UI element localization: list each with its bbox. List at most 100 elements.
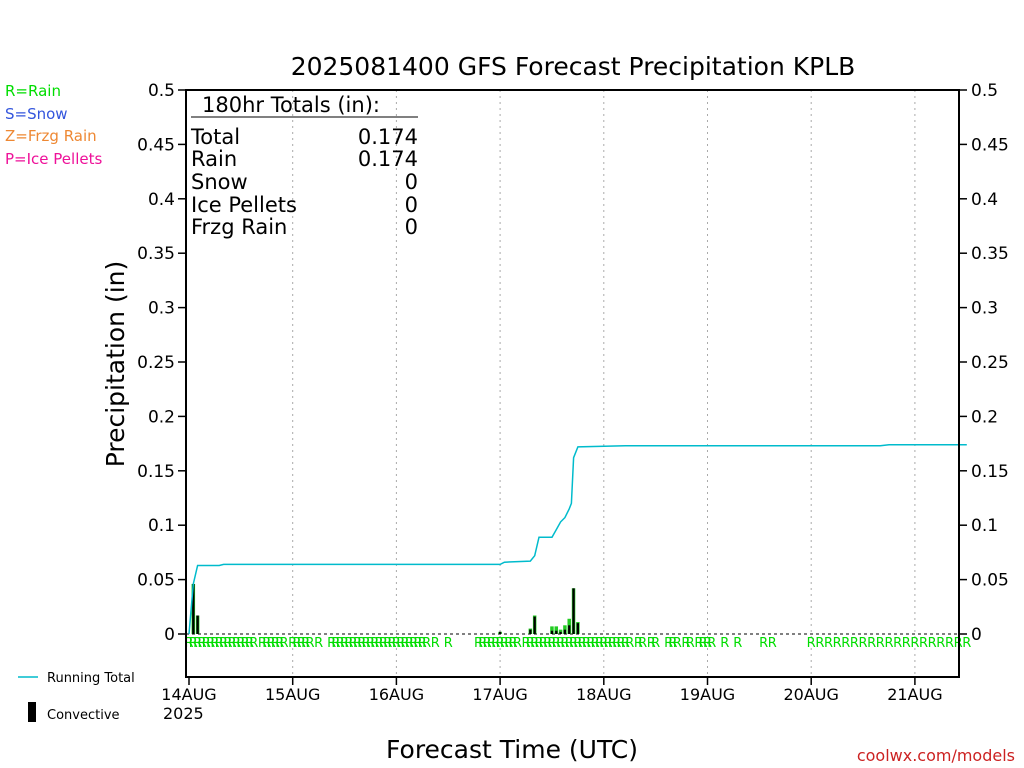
x-tick-label-16aug: 16AUG bbox=[369, 685, 424, 704]
y-tick-label-right: 0.25 bbox=[971, 353, 1009, 373]
x-tick-label-14aug: 14AUG bbox=[161, 685, 216, 704]
precip-type-marker: R bbox=[305, 636, 314, 651]
y-tick-label-left: 0.5 bbox=[148, 81, 175, 101]
y-tick-label-right: 0.1 bbox=[971, 516, 998, 536]
precip-type-marker: R bbox=[288, 636, 297, 651]
precip-type-marker: R bbox=[582, 636, 591, 651]
precip-type-marker: R bbox=[301, 636, 310, 651]
precip-type-marker: R bbox=[893, 636, 902, 651]
precip-type-marker: R bbox=[202, 636, 211, 651]
precip-type-marker: R bbox=[314, 636, 323, 651]
y-tick-label-right: 0.05 bbox=[971, 571, 1009, 591]
precip-type-marker: R bbox=[219, 636, 228, 651]
grid-lines bbox=[186, 90, 959, 677]
y-tick-label-left: 0.35 bbox=[137, 244, 175, 264]
precip-type-marker: R bbox=[673, 636, 682, 651]
precip-type-marker: R bbox=[474, 636, 483, 651]
precip-bar-convective bbox=[563, 629, 567, 634]
y-tick-label-right: 0.2 bbox=[971, 407, 998, 427]
precip-bars bbox=[191, 583, 580, 634]
precip-type-marker: R bbox=[444, 636, 453, 651]
precip-type-marker: R bbox=[370, 636, 379, 651]
precip-type-marker: R bbox=[362, 636, 371, 651]
precip-bar-convective bbox=[192, 583, 195, 634]
precip-type-marker: R bbox=[919, 636, 928, 651]
precip-type-marker: R bbox=[699, 636, 708, 651]
precip-type-marker: R bbox=[543, 636, 552, 651]
precip-bar-convective bbox=[498, 631, 502, 634]
y-tick-label-left: 0.45 bbox=[137, 135, 175, 155]
y-tick-label-right: 0.45 bbox=[971, 135, 1009, 155]
precip-type-marker: R bbox=[522, 636, 531, 651]
precip-type-marker: R bbox=[962, 636, 971, 651]
precip-type-marker: R bbox=[215, 636, 224, 651]
y-tick-label-left: 0.15 bbox=[137, 462, 175, 482]
precip-bar-total bbox=[550, 626, 554, 634]
precip-type-marker: R bbox=[271, 636, 280, 651]
series-legend: Running Total Convective bbox=[18, 671, 135, 723]
precip-type-marker: R bbox=[928, 636, 937, 651]
precip-type-marker: R bbox=[267, 636, 276, 651]
precip-type-marker: R bbox=[599, 636, 608, 651]
precip-type-marker: R bbox=[210, 636, 219, 651]
precip-type-marker: R bbox=[483, 636, 492, 651]
precip-type-marker: R bbox=[431, 636, 440, 651]
precip-type-marker: R bbox=[573, 636, 582, 651]
y-tick-label-left: 0.2 bbox=[148, 407, 175, 427]
precip-type-marker: R bbox=[197, 636, 206, 651]
precip-type-marker: R bbox=[936, 636, 945, 651]
precip-type-marker: R bbox=[228, 636, 237, 651]
x-axis-label: Forecast Time (UTC) bbox=[386, 735, 638, 764]
precip-type-marker: R bbox=[634, 636, 643, 651]
precip-type-marker: R bbox=[340, 636, 349, 651]
precip-type-marker: R bbox=[275, 636, 284, 651]
y-tick-label-right: 0.5 bbox=[971, 81, 998, 101]
totals-label-rain: Rain bbox=[191, 147, 237, 171]
precip-type-marker: R bbox=[884, 636, 893, 651]
precip-type-marker: R bbox=[703, 636, 712, 651]
precip-type-marker: R bbox=[720, 636, 729, 651]
precip-type-marker: R bbox=[539, 636, 548, 651]
precip-type-marker: R bbox=[236, 636, 245, 651]
precip-bar-total bbox=[554, 626, 559, 634]
precip-type-marker: R bbox=[241, 636, 250, 651]
precip-type-marker: R bbox=[565, 636, 574, 651]
precip-type-marker: R bbox=[859, 636, 868, 651]
x-axis: 14AUG 15AUG 16AUG 17AUG 18AUG 19AUG 20AUG 21AUG bbox=[161, 677, 943, 704]
precip-type-marker: R bbox=[945, 636, 954, 651]
precip-type-marker: R bbox=[206, 636, 215, 651]
precip-type-marker: R bbox=[292, 636, 301, 651]
precip-type-marker: R bbox=[850, 636, 859, 651]
precip-bar-convective bbox=[555, 630, 558, 634]
precip-type-marker: R bbox=[327, 636, 336, 651]
precip-bar-convective bbox=[529, 629, 532, 634]
totals-label-ice-pellets: Ice Pellets bbox=[191, 193, 297, 217]
precip-type-marker: R bbox=[396, 636, 405, 651]
precip-bar-convective bbox=[576, 623, 580, 634]
y-axis-left: 0 0.05 0.1 0.15 0.2 0.25 0.3 0.35 0.4 0.45 0.5 bbox=[137, 81, 186, 645]
precip-type-marker: R bbox=[733, 636, 742, 651]
precip-type-marker: R bbox=[375, 636, 384, 651]
precip-type-marker: R bbox=[193, 636, 202, 651]
precip-type-marker: R bbox=[496, 636, 505, 651]
precip-type-marker: R bbox=[664, 636, 673, 651]
precip-type-marker: R bbox=[686, 636, 695, 651]
plot-frame bbox=[185, 89, 960, 678]
y-tick-label-left: 0.25 bbox=[137, 353, 175, 373]
y-tick-label-left: 0.05 bbox=[137, 571, 175, 591]
legend-frzg-rain: Z=Frzg Rain bbox=[5, 127, 97, 145]
precip-type-marker: R bbox=[223, 636, 232, 651]
precip-type-marker: R bbox=[833, 636, 842, 651]
precip-type-marker: R bbox=[249, 636, 258, 651]
precip-type-marker: R bbox=[184, 636, 193, 651]
precip-type-marker: R bbox=[647, 636, 656, 651]
precip-type-marker: R bbox=[526, 636, 535, 651]
precip-type-marker: R bbox=[409, 636, 418, 651]
precip-type-marker: R bbox=[759, 636, 768, 651]
precip-type-marker: R bbox=[349, 636, 358, 651]
y-tick-label-right: 0.35 bbox=[971, 244, 1009, 264]
precip-type-legend: R=Rain S=Snow Z=Frzg Rain P=Ice Pellets bbox=[5, 82, 102, 168]
running-total-line bbox=[188, 443, 967, 635]
